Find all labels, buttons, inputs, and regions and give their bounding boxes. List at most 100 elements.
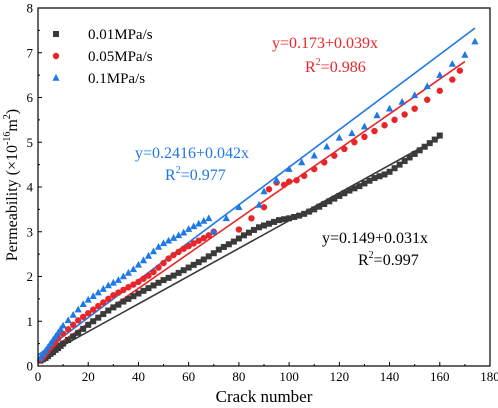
data-point-series-1 bbox=[424, 96, 431, 103]
data-point-series-2 bbox=[200, 217, 208, 224]
x-tick-label: 100 bbox=[279, 369, 299, 384]
data-point-series-0 bbox=[80, 325, 87, 332]
data-point-series-0 bbox=[230, 238, 237, 245]
data-point-series-0 bbox=[85, 321, 92, 328]
data-point-series-2 bbox=[41, 346, 50, 354]
data-point-series-1 bbox=[311, 165, 318, 173]
data-point-series-0 bbox=[135, 290, 142, 297]
data-point-series-2 bbox=[144, 251, 153, 259]
y-tick-label: 0 bbox=[27, 359, 34, 374]
data-point-series-0 bbox=[316, 203, 323, 210]
data-point-series-0 bbox=[326, 198, 333, 205]
data-point-series-2 bbox=[57, 325, 65, 333]
data-point-series-1 bbox=[145, 272, 152, 279]
data-point-series-0 bbox=[90, 318, 97, 325]
data-point-series-0 bbox=[261, 222, 267, 229]
data-point-series-0 bbox=[65, 337, 72, 344]
data-point-series-0 bbox=[366, 177, 373, 184]
data-point-series-1 bbox=[185, 242, 192, 250]
data-point-series-0 bbox=[125, 295, 132, 302]
data-point-series-0 bbox=[195, 259, 202, 266]
data-point-series-0 bbox=[140, 287, 147, 294]
data-point-series-2 bbox=[180, 228, 188, 236]
data-point-series-2 bbox=[109, 278, 117, 286]
tick-layer: 0 20 40 60 80 100 120 140 160 180 0 1 2 3 4 5 6 7 8 bbox=[27, 1, 498, 385]
x-axis-label: Crack number bbox=[216, 387, 313, 406]
data-point-series-0 bbox=[165, 274, 172, 281]
data-point-series-0 bbox=[210, 250, 217, 257]
data-point-series-1 bbox=[80, 313, 87, 320]
data-point-series-2 bbox=[210, 227, 218, 235]
data-point-series-2 bbox=[39, 350, 47, 358]
y-axis-label-unit-exp: 2 bbox=[2, 114, 13, 119]
data-point-series-2 bbox=[84, 295, 92, 303]
x-tick-label: 0 bbox=[35, 369, 42, 384]
x-tick-label: 120 bbox=[330, 369, 350, 384]
data-point-series-0 bbox=[411, 150, 418, 157]
data-point-series-1 bbox=[260, 203, 268, 211]
legend-label-2: 0.1MPa/s bbox=[88, 71, 145, 87]
data-point-series-0 bbox=[281, 216, 288, 223]
y-tick-label: 1 bbox=[27, 314, 34, 329]
data-point-series-0 bbox=[70, 333, 77, 340]
data-point-series-0 bbox=[321, 201, 328, 208]
data-point-series-2 bbox=[423, 82, 431, 90]
data-point-series-0 bbox=[120, 298, 127, 305]
data-point-series-0 bbox=[331, 195, 338, 202]
data-point-series-0 bbox=[105, 307, 112, 314]
data-point-series-2 bbox=[44, 343, 52, 351]
data-point-series-0 bbox=[311, 206, 318, 213]
data-point-series-1 bbox=[150, 268, 157, 276]
data-point-series-1 bbox=[361, 133, 368, 141]
data-point-series-0 bbox=[60, 340, 67, 347]
x-tick-label: 60 bbox=[182, 369, 195, 384]
legend-marker-1 bbox=[52, 52, 60, 60]
data-point-series-1 bbox=[195, 237, 202, 244]
x-tick-label: 80 bbox=[232, 369, 245, 384]
data-point-series-2 bbox=[461, 50, 469, 58]
data-point-series-0 bbox=[235, 235, 242, 242]
data-point-series-0 bbox=[245, 229, 252, 236]
plot-frame bbox=[37, 7, 491, 367]
data-point-series-0 bbox=[406, 154, 413, 161]
x-tick-label: 140 bbox=[380, 369, 400, 384]
legend-label-0: 0.01MPa/s bbox=[88, 27, 153, 43]
data-point-series-2 bbox=[471, 37, 479, 45]
data-point-series-2 bbox=[448, 59, 456, 67]
data-point-series-2 bbox=[323, 142, 331, 150]
x-tick-label: 180 bbox=[480, 369, 498, 384]
data-point-series-1 bbox=[190, 240, 197, 247]
data-point-series-2 bbox=[94, 288, 102, 296]
data-point-series-1 bbox=[135, 278, 142, 286]
data-point-series-2 bbox=[411, 91, 419, 99]
data-point-series-0 bbox=[291, 213, 298, 220]
data-point-series-2 bbox=[36, 353, 45, 361]
data-point-series-2 bbox=[69, 310, 77, 318]
data-point-series-0 bbox=[301, 210, 308, 217]
y-axis-label-unit: m bbox=[4, 119, 21, 132]
data-point-series-2 bbox=[255, 200, 263, 208]
data-point-series-0 bbox=[341, 190, 348, 197]
data-point-series-2 bbox=[149, 247, 158, 255]
data-point-series-1 bbox=[175, 248, 182, 256]
legend-marker-2 bbox=[52, 74, 60, 81]
data-point-series-1 bbox=[456, 67, 464, 74]
data-point-series-1 bbox=[90, 306, 97, 313]
data-point-series-1 bbox=[248, 215, 255, 222]
data-point-series-0 bbox=[155, 279, 162, 286]
data-point-series-0 bbox=[130, 293, 137, 300]
data-point-series-2 bbox=[89, 292, 97, 299]
data-point-series-0 bbox=[416, 147, 423, 154]
data-point-series-0 bbox=[180, 267, 187, 274]
y-axis-label: Permeability (×10-16m2) bbox=[2, 109, 21, 261]
data-point-series-2 bbox=[298, 158, 306, 166]
data-point-series-0 bbox=[356, 183, 363, 190]
data-point-series-2 bbox=[59, 321, 67, 329]
y-tick-label: 2 bbox=[27, 269, 34, 284]
data-point-series-2 bbox=[114, 276, 122, 283]
data-point-series-0 bbox=[386, 168, 393, 175]
data-point-series-1 bbox=[411, 105, 418, 112]
data-point-series-2 bbox=[49, 336, 57, 343]
x-tick-label: 40 bbox=[132, 369, 145, 384]
